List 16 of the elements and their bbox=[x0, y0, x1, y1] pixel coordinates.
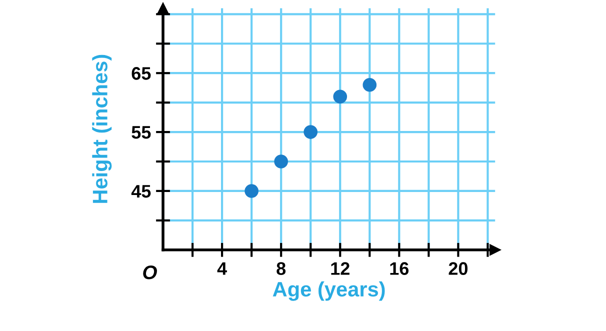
y-tick-label: 65 bbox=[132, 67, 151, 80]
y-tick-label: 45 bbox=[131, 185, 151, 198]
point bbox=[304, 125, 318, 139]
point bbox=[244, 184, 258, 198]
point bbox=[333, 90, 348, 104]
x-axis-title: Age (years) bbox=[272, 281, 385, 301]
x-tick-label: 4 bbox=[217, 262, 227, 275]
point bbox=[362, 78, 377, 92]
x-tick-label: 16 bbox=[390, 262, 409, 275]
x-tick-label: 12 bbox=[331, 262, 350, 275]
x-tick-label: 8 bbox=[276, 262, 286, 275]
y-tick-label: 55 bbox=[132, 126, 151, 139]
y-axis-title: Height (inches) bbox=[92, 54, 112, 203]
x-tick-label: 20 bbox=[448, 262, 468, 275]
text: O bbox=[143, 266, 157, 280]
point bbox=[274, 154, 288, 168]
